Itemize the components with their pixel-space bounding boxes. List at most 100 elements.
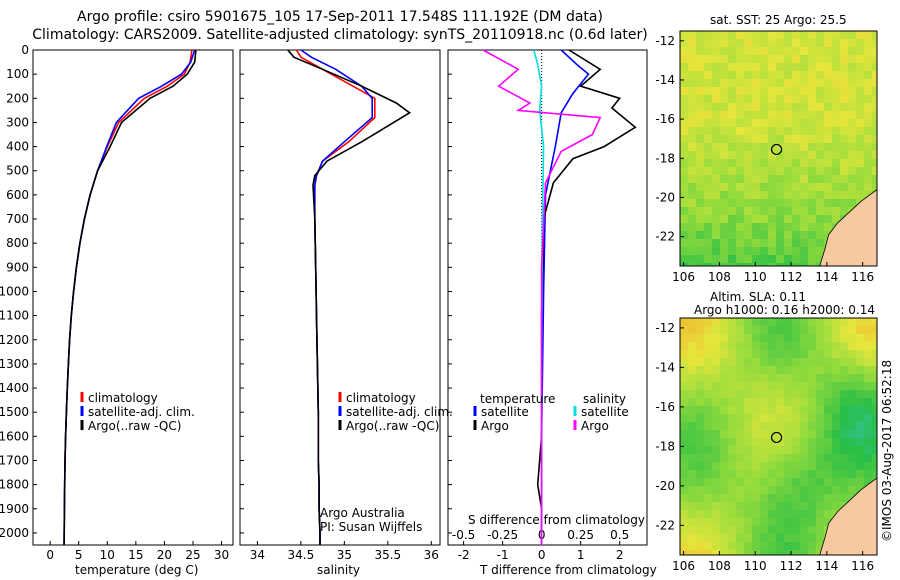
sla-map-cell: [720, 374, 729, 383]
sla-map-cell: [696, 470, 705, 479]
sst-map-cell: [872, 119, 877, 128]
sst-map-cell: [808, 63, 817, 72]
sla-map-cell: [728, 350, 737, 359]
sla-map-cell: [848, 406, 857, 415]
sla-map-cell: [752, 342, 761, 351]
sla-map-cell: [744, 502, 753, 511]
sla-map-cell: [752, 366, 761, 375]
sst-map-cell: [752, 39, 761, 48]
sst-map-cell: [736, 255, 745, 264]
sst-map-cell: [720, 55, 729, 64]
sla-map-cell: [696, 382, 705, 391]
sst-map-cell: [720, 79, 729, 88]
sla-map-cell: [824, 478, 833, 487]
sst-map-cell: [680, 71, 689, 80]
sst-map-cell: [832, 79, 841, 88]
sla-map-cell: [816, 510, 825, 519]
sla-map-cell: [696, 446, 705, 455]
sla-map-cell: [688, 502, 697, 511]
sst-map-cell: [808, 55, 817, 64]
sst-map-cell: [848, 191, 857, 200]
sst-map-cell: [784, 167, 793, 176]
series-line-2-0: [540, 49, 590, 545]
sst-map-cell: [760, 71, 769, 80]
sst-map-lat-label-5: -22: [655, 230, 675, 244]
sst-map-cell: [688, 47, 697, 56]
sla-map-cell: [848, 422, 857, 431]
sst-map-cell: [744, 111, 753, 120]
sst-map-cell: [832, 151, 841, 160]
sla-map-cell: [720, 534, 729, 543]
sst-map-cell: [792, 183, 801, 192]
sla-map-cell: [872, 334, 877, 343]
sst-map-cell: [712, 103, 721, 112]
sst-map-cell: [760, 223, 769, 232]
sla-map-cell: [856, 318, 865, 327]
sla-map-cell: [744, 470, 753, 479]
sst-map-cell: [768, 95, 777, 104]
sst-map-cell: [712, 231, 721, 240]
sla-map-cell: [808, 414, 817, 423]
sst-map-cell: [728, 103, 737, 112]
sla-map-lon-label-2: 110: [744, 559, 767, 573]
sla-map-cell: [840, 350, 849, 359]
temperature-xlabel: temperature (deg C): [75, 563, 199, 577]
sla-map-cell: [816, 406, 825, 415]
sla-map-cell: [760, 518, 769, 527]
sla-map-cell: [680, 366, 689, 375]
sst-map-cell: [728, 159, 737, 168]
sla-map-cell: [680, 406, 689, 415]
temp-xtick-label-4: 20: [157, 548, 172, 562]
sla-map-cell: [768, 334, 777, 343]
sla-map-cell: [704, 542, 713, 551]
sla-map-cell: [848, 374, 857, 383]
sla-map-cell: [784, 350, 793, 359]
sst-map-cell: [808, 183, 817, 192]
sst-map-cell: [784, 199, 793, 208]
sla-map-cell: [776, 526, 785, 535]
sst-map-cell: [712, 143, 721, 152]
sst-map-cell: [776, 95, 785, 104]
sst-map-cell: [712, 159, 721, 168]
sla-map-cell: [712, 438, 721, 447]
sst-map-cell: [792, 215, 801, 224]
sla-map-cell: [776, 422, 785, 431]
sst-map-cell: [744, 263, 753, 266]
sla-map-cell: [792, 374, 801, 383]
sla-map-cell: [744, 430, 753, 439]
sla-map-cell: [760, 526, 769, 535]
sst-map-cell: [816, 255, 825, 264]
sla-map-cell: [760, 414, 769, 423]
sla-map-cell: [872, 430, 877, 439]
sst-map-cell: [800, 207, 809, 216]
sst-map-cell: [768, 263, 777, 266]
sla-map-cell: [736, 470, 745, 479]
sla-map-cell: [856, 430, 865, 439]
sst-map-cell: [696, 127, 705, 136]
sla-map-lat-label-2: -16: [655, 400, 675, 414]
sst-map-cell: [728, 119, 737, 128]
sla-map-cell: [712, 518, 721, 527]
sst-map-cell: [792, 159, 801, 168]
depth-tick-label-11: 1100: [0, 309, 29, 323]
sst-map-cell: [688, 119, 697, 128]
sla-map-cell: [728, 494, 737, 503]
sst-map-cell: [872, 87, 877, 96]
sst-map-cell: [744, 79, 753, 88]
legend-t-title: temperature: [480, 392, 556, 406]
sla-map-cell: [824, 430, 833, 439]
sst-map-cell: [712, 191, 721, 200]
sla-map-cell: [760, 334, 769, 343]
sla-map-cell: [800, 446, 809, 455]
sst-map-cell: [688, 135, 697, 144]
sla-map-cell: [840, 398, 849, 407]
sla-map-cell: [696, 454, 705, 463]
sla-map-cell: [744, 542, 753, 551]
sst-map-cell: [792, 63, 801, 72]
sla-map-cell: [816, 358, 825, 367]
sst-map-cell: [816, 183, 825, 192]
sla-map-cell: [864, 334, 873, 343]
sst-map-cell: [808, 103, 817, 112]
sla-map-cell: [824, 358, 833, 367]
sst-map-cell: [872, 103, 877, 112]
